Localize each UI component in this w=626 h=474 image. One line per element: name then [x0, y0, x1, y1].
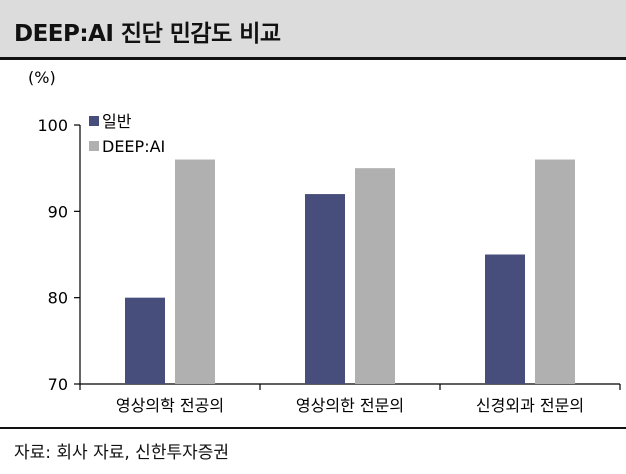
- bar-deepai: [355, 168, 395, 384]
- y-tick-label: 100: [37, 116, 68, 135]
- x-category-label: 영상의한 전문의: [296, 396, 404, 415]
- x-category-label: 신경외과 전문의: [476, 396, 584, 415]
- legend-swatch: [89, 141, 99, 151]
- y-unit-label: (%): [28, 68, 56, 87]
- source-note: 자료: 회사 자료, 신한투자증권: [14, 443, 230, 463]
- source-divider: [0, 427, 626, 429]
- legend-label: 일반: [102, 112, 132, 131]
- legend-swatch: [89, 116, 99, 126]
- chart-title: DEEP:AI 진단 민감도 비교: [14, 21, 281, 47]
- chart-header: DEEP:AI 진단 민감도 비교: [0, 0, 626, 60]
- y-tick-label: 80: [48, 289, 68, 308]
- bar-deepai: [535, 159, 575, 384]
- bar-deepai: [175, 159, 215, 384]
- bar-general: [485, 254, 525, 384]
- bar-general: [305, 194, 345, 384]
- bar-general: [125, 297, 165, 384]
- bar-chart: (%) 70 80 90 100 영상의학 전공의 영상의한 전문의 신경외과 전문의 일반 DE…: [28, 68, 621, 415]
- legend-label: DEEP:AI: [102, 137, 165, 156]
- y-tick-label: 90: [48, 202, 68, 221]
- x-category-label: 영상의학 전공의: [116, 396, 224, 415]
- y-tick-label: 70: [48, 375, 68, 394]
